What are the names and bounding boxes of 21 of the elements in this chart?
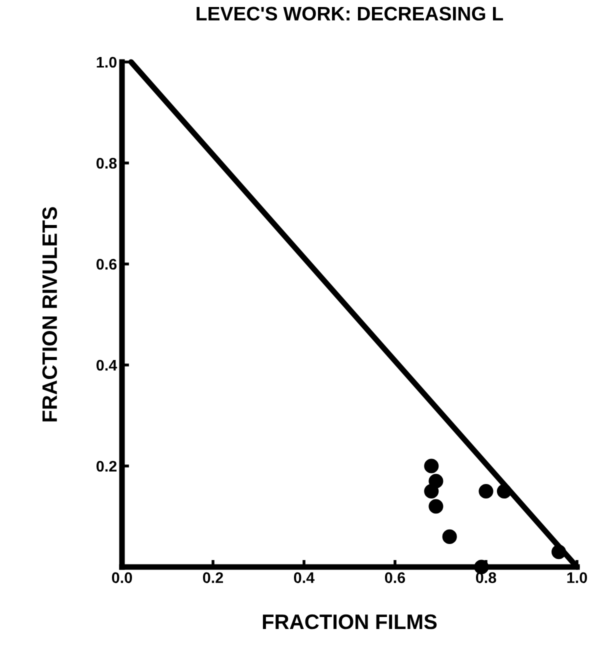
chart-title: LEVEC'S WORK: DECREASING L [196,6,503,21]
x-tick-label: 0.0 [112,572,132,584]
x-tick-label: 0.8 [476,572,496,584]
y-tick-label: 1.0 [96,56,117,68]
y-tick-label: 0.6 [96,258,117,270]
x-tick-label: 0.2 [202,572,224,584]
x-tick-label: 1.0 [567,572,587,584]
point [428,499,444,514]
x-tick-label: 0.6 [384,572,406,584]
point [552,544,566,560]
y-tick-label: 0.4 [96,360,118,371]
x-axis-title: FRACTION FILMS [262,614,437,630]
point [442,529,457,544]
y-axis-title: FRACTION RIVULETS [42,207,58,422]
y-tick-label: 0.8 [96,158,117,169]
point [424,484,439,499]
point [424,458,439,474]
x-tick-label: 0.4 [294,572,315,584]
y-tick-label: 0.2 [96,460,117,472]
point [478,484,494,499]
point [496,484,512,499]
